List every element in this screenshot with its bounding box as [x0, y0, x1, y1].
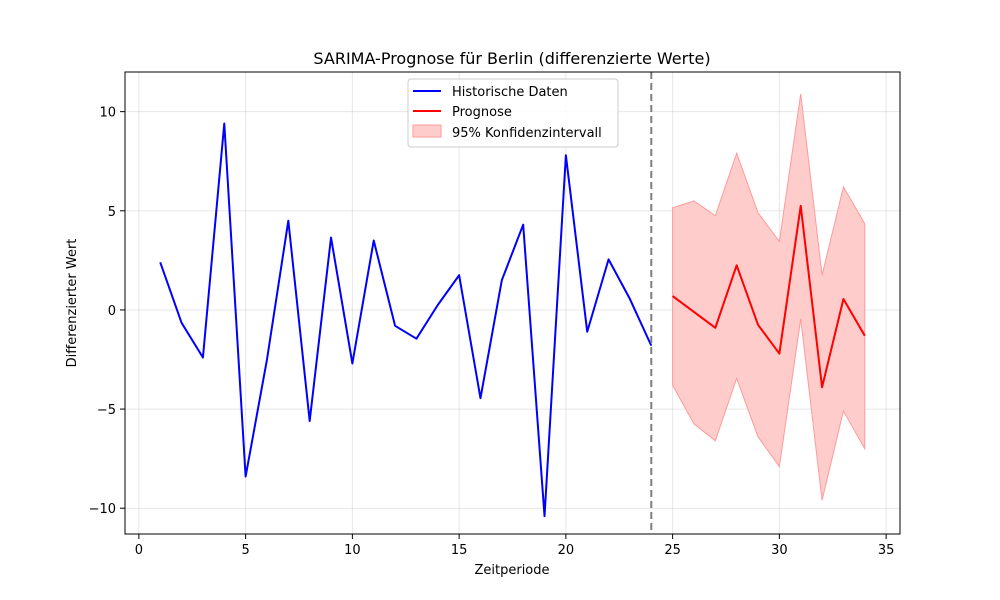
x-tick-label: 30: [771, 543, 788, 558]
legend-label-forecast: Prognose: [452, 105, 512, 120]
x-tick-label: 15: [451, 543, 468, 558]
y-tick-label: 0: [108, 304, 116, 319]
y-tick-label: −5: [97, 403, 116, 418]
legend-label-historical: Historische Daten: [452, 85, 568, 100]
y-tick-label: 10: [99, 106, 116, 121]
confidence-band: [672, 93, 866, 501]
x-tick-label: 10: [344, 543, 361, 558]
chart-title: SARIMA-Prognose für Berlin (differenzier…: [313, 49, 710, 68]
x-tick-label: 20: [558, 543, 575, 558]
y-tick-label: 5: [108, 205, 116, 220]
y-tick-label: −10: [89, 502, 116, 517]
y-axis-ticks: −10 −5 0 5 10: [89, 106, 125, 517]
x-tick-label: 0: [135, 543, 143, 558]
legend-swatch-confidence-interval: [412, 124, 442, 138]
x-tick-label: 5: [241, 543, 249, 558]
historical-series-line: [159, 122, 653, 518]
x-axis-label: Zeitperiode: [474, 563, 549, 578]
plot-area-frame: [124, 71, 901, 535]
y-axis-label: Differenzierter Wert: [65, 239, 80, 368]
legend-label-confidence-interval: 95% Konfidenzintervall: [452, 126, 602, 141]
series-lines: [159, 122, 866, 518]
legend: Historische Daten Prognose 95% Konfidenz…: [407, 78, 619, 148]
confidence-interval-area: [672, 93, 866, 501]
x-tick-label: 25: [664, 543, 681, 558]
x-axis-ticks: 0 5 10 15 20 25 30 35: [135, 534, 895, 558]
forecast-series-line: [672, 204, 866, 389]
x-tick-label: 35: [878, 543, 895, 558]
legend-box: [407, 78, 619, 148]
